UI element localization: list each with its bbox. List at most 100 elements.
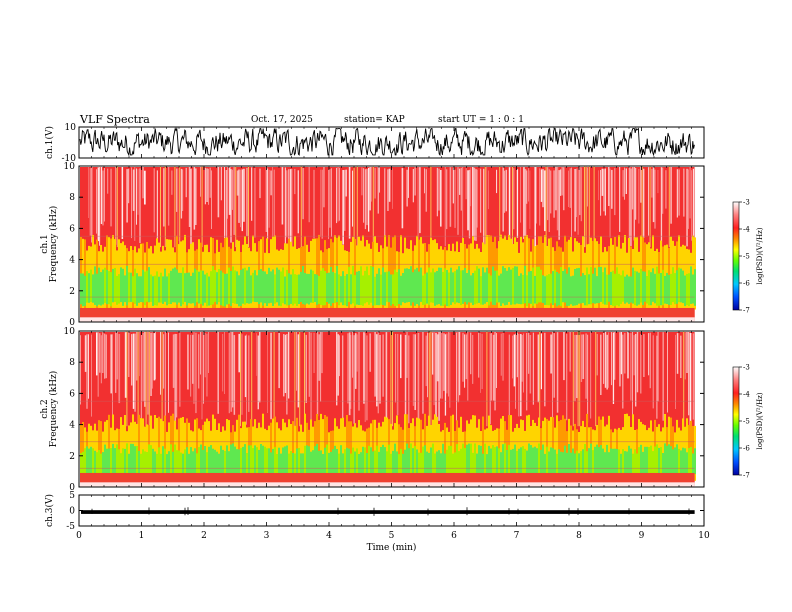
ch2-spectrogram-streak <box>449 332 451 408</box>
ch1-spectrogram-streak <box>100 166 103 224</box>
ch1-spectrogram-streak <box>417 167 419 247</box>
ch2-spectrogram-streak <box>417 333 420 424</box>
ch1-spectrogram-green-band <box>442 271 444 306</box>
ch2-spectrogram-green-band <box>362 446 364 476</box>
ch2-spectrogram-green-band <box>634 449 636 478</box>
ch2-spectrogram-green-band <box>258 449 260 477</box>
ch2-spectrogram-streak <box>160 331 161 395</box>
ch2-spectrogram-green-band <box>350 453 352 474</box>
ch1-spectrogram-streak <box>539 168 541 226</box>
ch1-spectrogram-green-band <box>456 269 458 303</box>
ch1-spectrogram-green-band <box>452 272 454 303</box>
ch1-spectrogram-streak <box>635 167 637 220</box>
ch1-spectrogram-green-band <box>302 266 304 305</box>
ch1-spectrogram-streak <box>676 169 678 218</box>
ch2-spectrogram-streak <box>385 332 388 420</box>
ch2-spectrogram-streak <box>595 331 597 427</box>
ch1-spectrogram-streak <box>632 167 634 210</box>
ch1-spectrogram-streak <box>139 168 141 243</box>
ch1-spectrogram-green-band <box>594 267 596 304</box>
ch1-spectrogram-green-band <box>136 273 138 306</box>
ch2-spectrogram-streak <box>139 331 140 377</box>
ch1-spectrogram-streak <box>516 169 519 238</box>
ch2-spectrogram-yellow-band <box>178 418 180 481</box>
ch1-spectrogram-green-band <box>130 272 132 302</box>
ch1-spectrogram-green-band <box>286 269 288 306</box>
ch2-spectrogram-streak <box>395 333 396 403</box>
ch2-spectrogram-green-band <box>234 446 236 477</box>
ch2-spectrogram-green-band <box>260 444 262 477</box>
ch1-spectrogram-streak <box>652 166 655 223</box>
ch2-spectrogram-streak <box>676 333 679 374</box>
ch2-spectrogram-yellow-band <box>390 423 392 481</box>
ch1-spectrogram-streak <box>227 166 228 219</box>
ch1-spectrogram-streak <box>294 168 296 195</box>
ch2-spectrogram-green-band <box>590 443 592 474</box>
ch1-spectrogram-green-band <box>100 272 102 306</box>
ch2-spectrogram-green-band <box>388 444 390 474</box>
ch2-spectrogram-green-band <box>640 444 642 477</box>
ch1-spectrogram-green-band <box>268 267 270 304</box>
ch2-spectrogram-green-band <box>554 449 556 474</box>
ch2-spectrogram-green-band <box>450 445 452 478</box>
ch2-spectrogram-streak <box>259 332 261 403</box>
ch2-spectrogram-streak <box>448 332 449 397</box>
ch2-spectrogram-green-band <box>370 447 372 475</box>
ch1-spectrogram-streak <box>336 167 338 224</box>
ch1-spectrogram-green-band <box>80 273 82 305</box>
ch1-spectrogram-green-band <box>246 270 248 304</box>
ch2-spectrogram-green-band <box>568 444 570 476</box>
ch2-spectrogram-streak <box>233 335 236 415</box>
ch2-spectrogram-green-band <box>674 447 676 474</box>
ch2-spectrogram-streak <box>587 334 589 423</box>
ch1-spectrogram-green-band <box>366 266 368 303</box>
ch1-spectrogram-green-band <box>660 273 662 306</box>
ch2-spectrogram-yellow-band <box>372 419 374 481</box>
ch2-spectrogram-green-band <box>266 448 268 475</box>
ch2-spectrogram-green-band <box>178 450 180 478</box>
ch1-spectrogram-green-band <box>186 272 188 306</box>
ch2-spectrogram-streak <box>356 334 358 372</box>
ch2-spectrogram-green-band <box>164 448 166 478</box>
ch2-spectrogram-streak <box>286 334 288 415</box>
ch2-spectrogram-green-band <box>598 447 600 473</box>
ch2-spectrogram-y-tick-label: 2 <box>69 452 75 462</box>
ch2-spectrogram-yellow-band <box>444 422 446 481</box>
ch1-spectrogram-green-band <box>592 273 594 304</box>
ch2-spectrogram-streak <box>126 331 128 427</box>
ch1-spectrogram-streak <box>436 167 438 217</box>
ch1-spectrogram-green-band <box>562 271 564 303</box>
ch1-spectrogram-green-band <box>194 268 196 306</box>
ch1-spectrogram-green-band <box>390 274 392 306</box>
header-date: Oct. 17, 2025 <box>251 115 313 125</box>
ch1-spectrogram-streak <box>587 167 588 207</box>
ch2-spectrogram-green-band <box>664 443 666 478</box>
ch2-spectrogram-streak <box>206 333 208 397</box>
ch1-spectrogram-streak <box>272 166 273 244</box>
ch1-waveform-y-tick-label: -10 <box>62 154 77 164</box>
ch1-spectrogram-green-band <box>184 273 186 302</box>
ch1-spectrogram-streak <box>236 170 239 196</box>
ch2-spectrogram-streak <box>136 331 138 381</box>
ch1-spectrogram-streak <box>603 169 605 212</box>
ch2-spectrogram-yellow-band <box>420 419 422 481</box>
ch2-spectrogram-streak <box>102 332 104 373</box>
ch2-spectrogram-yellow-band <box>482 416 484 481</box>
ch2-spectrogram-streak <box>347 333 349 404</box>
ch1-spectrogram-green-band <box>654 273 656 304</box>
ch2-spectrogram-yellow-band <box>434 414 436 481</box>
ch1-spectrogram-streak <box>544 170 546 232</box>
ch2-spectrogram-green-band <box>328 452 330 477</box>
ch1-spectrogram-yellow-band <box>488 235 490 310</box>
ch1-spectrogram-streak <box>131 167 132 239</box>
ch1-spectrogram-streak <box>273 169 275 241</box>
ch2-spectrogram-green-band <box>224 451 226 478</box>
ch1-spectrogram-green-band <box>564 269 566 303</box>
ch1-spectrogram-streak <box>504 170 506 213</box>
ch1-spectrogram-streak <box>483 168 485 247</box>
ch1-spectrogram-streak <box>320 169 321 237</box>
ch1-spectrogram-green-band <box>116 275 118 305</box>
ch2-spectrogram-green-band <box>400 448 402 474</box>
ch2-spectrogram-green-band <box>158 447 160 475</box>
ch1-spectrogram-streak <box>609 168 611 238</box>
